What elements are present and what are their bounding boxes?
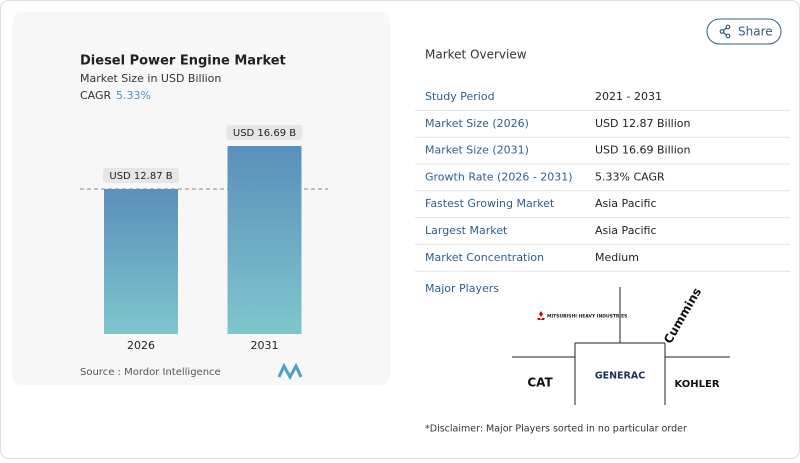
- row-label: Largest Market: [425, 224, 508, 237]
- value-label-box: [103, 168, 179, 184]
- players-title: Major Players: [425, 282, 499, 295]
- logo-kohler: KOHLER: [674, 379, 719, 390]
- cagr-value: 5.33%: [116, 89, 151, 102]
- row-value: 2021 - 2031: [595, 90, 662, 103]
- bar: [227, 146, 302, 334]
- logo-mitsubishi: MITSUBISHI HEAVY INDUSTRIES: [547, 314, 627, 320]
- source: Source : Mordor Intelligence: [80, 367, 221, 378]
- disclaimer: *Disclaimer: Major Players sorted in no …: [425, 424, 687, 435]
- value-label-box: [226, 125, 303, 140]
- chart-title: Diesel Power Engine Market: [80, 54, 286, 69]
- row-label: Study Period: [425, 90, 495, 103]
- logo-generac: GENERAC: [595, 371, 645, 382]
- value-label: USD 16.69 B: [233, 128, 296, 139]
- row-label: Market Size (2031): [425, 144, 529, 157]
- x-tick-label: 2031: [251, 339, 279, 352]
- row-value: Asia Pacific: [595, 197, 657, 210]
- bar: [104, 189, 178, 334]
- row-value: Asia Pacific: [595, 224, 657, 237]
- row-value: Medium: [595, 251, 639, 264]
- chart-subtitle: Market Size in USD Billion: [80, 72, 221, 85]
- value-label: USD 12.87 B: [109, 171, 172, 182]
- row-value: USD 16.69 Billion: [595, 144, 690, 157]
- share-button[interactable]: [706, 18, 782, 45]
- row-label: Growth Rate (2026 - 2031): [425, 170, 573, 183]
- row-value: USD 12.87 Billion: [595, 117, 690, 130]
- share-label[interactable]: Share: [738, 25, 773, 39]
- logo-cat: CAT: [527, 376, 553, 390]
- overview-title: Market Overview: [425, 48, 527, 62]
- x-tick-label: 2026: [127, 339, 155, 352]
- row-label: Market Concentration: [425, 251, 544, 264]
- mordor-logo: [277, 362, 303, 381]
- share-icon: [719, 24, 731, 39]
- mitsubishi-mark: [537, 311, 545, 320]
- row-value: 5.33% CAGR: [595, 170, 665, 183]
- logo-grid: [512, 287, 730, 405]
- row-label: Fastest Growing Market: [425, 197, 555, 210]
- cagr-label: CAGR: [80, 89, 112, 102]
- row-label: Market Size (2026): [425, 117, 529, 130]
